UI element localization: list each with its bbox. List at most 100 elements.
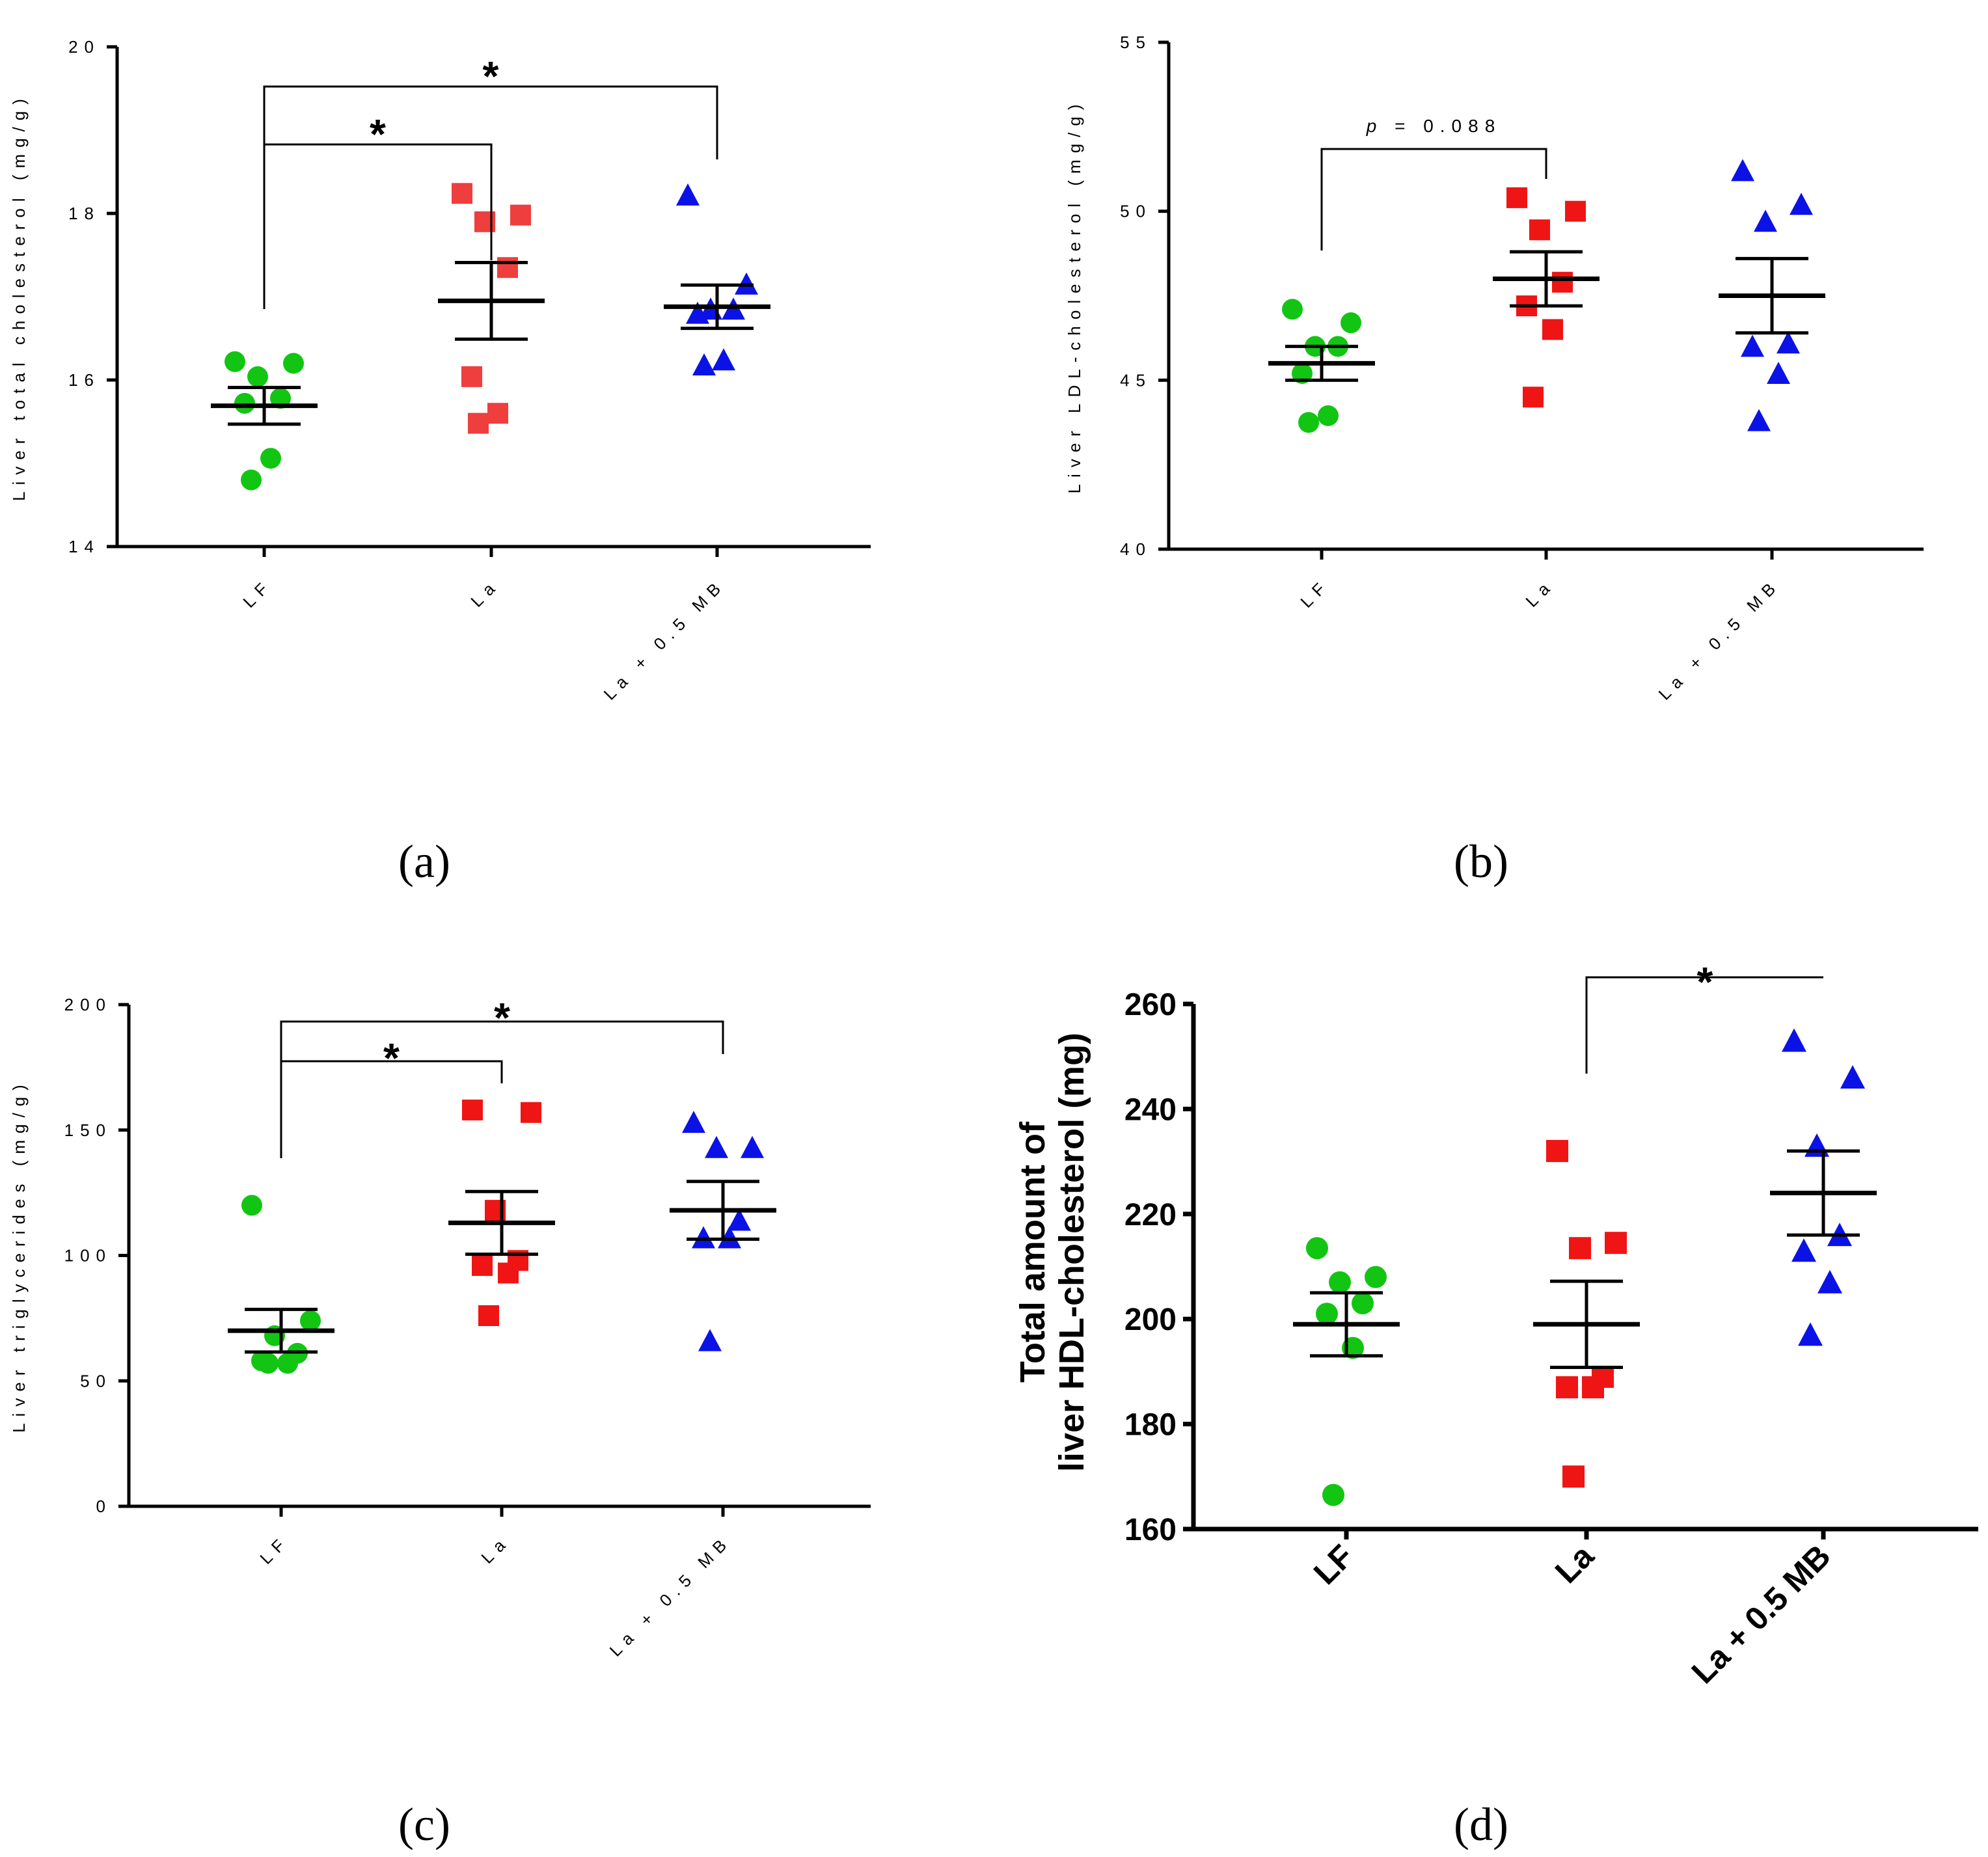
data-point-triangle <box>682 1111 705 1133</box>
significance-star: * <box>383 1035 400 1081</box>
data-point-triangle <box>1767 361 1790 384</box>
y-axis-title: Liver LDL-cholesterol (mg/g) <box>1065 98 1084 493</box>
data-point-circle <box>1298 412 1319 433</box>
panel-b: 40 45 50 55 LF La La + 0.5 MB Liver LDL-cholest… <box>1065 33 1924 888</box>
data-point-circle <box>1329 1271 1351 1294</box>
y-tick-label: 200 <box>1124 1303 1177 1337</box>
data-point-square <box>1552 271 1573 293</box>
y-tick-label: 14 <box>68 537 100 556</box>
data-point-circle <box>1306 1237 1328 1260</box>
panel-label: (a) <box>398 835 450 888</box>
data-point-circle <box>1322 1484 1344 1506</box>
significance-star: * <box>1697 958 1713 1005</box>
data-point-circle <box>258 1353 279 1374</box>
data-point-square <box>1542 319 1563 340</box>
data-point-circle <box>225 351 245 372</box>
y-axis-title: Liver triglycerides (mg/g) <box>9 1078 29 1433</box>
panel-label: (c) <box>398 1798 450 1850</box>
data-point-square <box>1562 1465 1585 1488</box>
data-point-circle <box>260 448 281 469</box>
data-point-square <box>1605 1232 1627 1254</box>
significance-bracket <box>1585 976 1823 1074</box>
data-point-square <box>510 204 531 226</box>
y-tick-label: 200 <box>64 995 112 1014</box>
p-value: = 0.088 <box>1383 116 1501 136</box>
data-point-triangle <box>728 1208 751 1231</box>
data-point-square <box>498 1262 519 1284</box>
data-point-square <box>487 403 508 424</box>
data-point-square <box>472 1254 493 1276</box>
x-category-label: La <box>1548 1537 1601 1590</box>
data-point-circle <box>270 388 291 409</box>
significance-star: * <box>494 994 510 1041</box>
y-tick-label: 45 <box>1120 370 1152 390</box>
x-category-label: LF <box>256 1531 293 1568</box>
x-category-label: LF <box>1307 1538 1361 1592</box>
y-tick-label: 55 <box>1120 33 1152 52</box>
data-point-triangle <box>1777 331 1800 354</box>
data-point-triangle <box>686 301 709 324</box>
data-point-circle <box>1365 1266 1387 1288</box>
data-point-circle <box>241 1195 262 1216</box>
y-tick-label: 40 <box>1120 539 1152 559</box>
data-point-triangle <box>1731 159 1754 182</box>
data-point-square <box>452 183 472 204</box>
y-tick-label: 240 <box>1124 1092 1177 1127</box>
y-tick-label: 260 <box>1124 988 1177 1022</box>
data-point-square <box>1556 1376 1578 1399</box>
data-point-triangle <box>705 1135 728 1158</box>
data-point-triangle <box>1840 1064 1865 1089</box>
x-category-label: La + 0.5 MB <box>600 575 729 704</box>
data-point-circle <box>241 469 262 491</box>
data-point-square <box>1582 1376 1604 1399</box>
data-point-triangle <box>1754 210 1777 232</box>
p-value-annotation: p = 0.088 <box>1366 116 1502 136</box>
data-point-circle <box>1352 1292 1374 1314</box>
data-point-square <box>1546 1139 1568 1162</box>
data-point-triangle <box>1798 1322 1823 1346</box>
data-point-triangle <box>1791 1238 1816 1262</box>
x-category-label: LF <box>239 575 276 612</box>
p-symbol: p <box>1366 116 1383 136</box>
data-point-circle <box>1341 312 1361 334</box>
y-axis-title-line: Total amount of <box>1013 1121 1052 1383</box>
data-point-circle <box>1316 1303 1338 1325</box>
data-point-triangle <box>1790 193 1813 215</box>
data-point-square <box>1565 200 1586 222</box>
data-point-circle <box>247 366 268 387</box>
data-point-triangle <box>698 1329 722 1351</box>
y-tick-label: 50 <box>80 1371 112 1390</box>
x-category-label: La + 0.5 MB <box>606 1531 735 1660</box>
x-category-label: LF <box>1296 575 1333 612</box>
x-category-label: La + 0.5 MB <box>1655 575 1784 704</box>
data-point-square <box>521 1102 541 1123</box>
data-point-circle <box>283 353 304 374</box>
data-point-triangle <box>718 1226 741 1249</box>
data-point-square <box>478 1305 499 1327</box>
data-point-triangle <box>676 183 700 206</box>
y-tick-label: 180 <box>1124 1408 1177 1443</box>
panel-c: 0 50 100 150 200 LF La La + 0.5 MB Liver triglyc… <box>9 994 871 1850</box>
data-point-triangle <box>1804 1133 1829 1157</box>
y-tick-label: 50 <box>1120 202 1152 221</box>
data-point-triangle <box>712 348 735 371</box>
y-axis-title: Liver total cholesterol (mg/g) <box>9 92 29 501</box>
data-point-triangle <box>692 353 716 375</box>
data-point-circle <box>234 392 255 414</box>
data-point-triangle <box>692 1226 715 1249</box>
y-axis-title-line: liver HDL-cholesterol (mg) <box>1052 1033 1091 1472</box>
x-category-label: La <box>1521 575 1558 611</box>
data-point-circle <box>277 1353 298 1374</box>
x-category-label: La <box>477 1531 513 1567</box>
data-point-triangle <box>1818 1269 1842 1294</box>
panel-label: (d) <box>1454 1798 1508 1850</box>
data-point-triangle <box>1741 334 1764 357</box>
y-tick-label: 0 <box>96 1497 112 1516</box>
y-tick-label: 160 <box>1124 1513 1177 1547</box>
x-category-label: La <box>467 575 503 611</box>
data-point-square <box>462 1099 483 1120</box>
x-category-label: La + 0.5 MB <box>1685 1538 1838 1690</box>
data-point-square <box>1569 1237 1591 1260</box>
data-point-triangle <box>1747 409 1771 431</box>
data-point-square <box>461 366 482 387</box>
